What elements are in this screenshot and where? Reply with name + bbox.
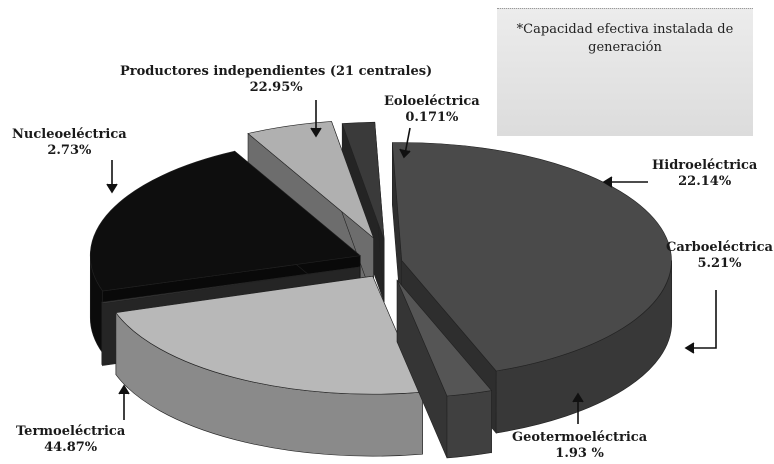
label-nucleo-name: Nucleoeléctrica xyxy=(12,127,127,142)
pie-slice-top-0 xyxy=(391,142,672,372)
pie-slice-top-5 xyxy=(247,121,375,239)
arrow-carbo xyxy=(688,290,717,349)
pie-slice-top-3 xyxy=(101,266,360,304)
label-geo-name: Geotermoeléctrica xyxy=(512,430,648,445)
label-eolo-name: Eoloeléctrica xyxy=(384,94,480,109)
label-productores-name: Productores independientes (21 centrales… xyxy=(120,64,433,79)
label-carbo-value: 5.21% xyxy=(697,256,742,271)
label-termo-name: Termoeléctrica xyxy=(16,424,126,439)
label-geo-value: 1.93 % xyxy=(555,446,604,461)
label-productores-value: 22.95% xyxy=(249,80,303,95)
pie-slice-top-4 xyxy=(89,150,361,292)
label-nucleo: Nucleoeléctrica 2.73% xyxy=(12,127,127,159)
label-productores: Productores independientes (21 centrales… xyxy=(120,64,432,96)
pie-slice-outer-1-0 xyxy=(446,390,492,459)
arrow-hidro-head xyxy=(602,176,613,188)
pie-slice-1 xyxy=(396,279,493,459)
pie-slice-top-2 xyxy=(115,275,423,395)
note-box: *Capacidad efectiva instalada de generac… xyxy=(497,8,753,136)
pie-slice-outer-3-0 xyxy=(101,301,104,367)
label-eolo: Eoloeléctrica 0.171% xyxy=(384,94,480,126)
label-eolo-value: 0.171% xyxy=(405,110,459,125)
note-text: *Capacidad efectiva instalada de generac… xyxy=(516,22,734,55)
label-termo: Termoeléctrica 44.87% xyxy=(16,424,125,456)
label-hidro-name: Hidroeléctrica xyxy=(652,158,758,173)
pie-slice-top-1 xyxy=(396,279,493,397)
label-nucleo-value: 2.73% xyxy=(47,143,92,158)
arrow-eolo-head xyxy=(399,148,411,159)
pie-slice-top-6 xyxy=(341,121,385,241)
label-carbo-name: Carboeléctrica xyxy=(666,240,773,255)
arrow-eolo xyxy=(404,127,411,155)
label-hidro-value: 22.14% xyxy=(678,174,732,189)
label-hidro: Hidroeléctrica 22.14% xyxy=(652,158,757,190)
arrow-termo-head xyxy=(118,384,130,395)
arrow-productores-head xyxy=(310,127,322,138)
arrow-geo-head xyxy=(572,392,584,403)
label-geo: Geotermoeléctrica 1.93 % xyxy=(512,430,647,462)
label-carbo: Carboeléctrica 5.21% xyxy=(666,240,773,272)
label-termo-value: 44.87% xyxy=(44,440,98,455)
arrow-nucleo-head xyxy=(106,183,118,194)
arrow-carbo-head xyxy=(684,342,695,354)
